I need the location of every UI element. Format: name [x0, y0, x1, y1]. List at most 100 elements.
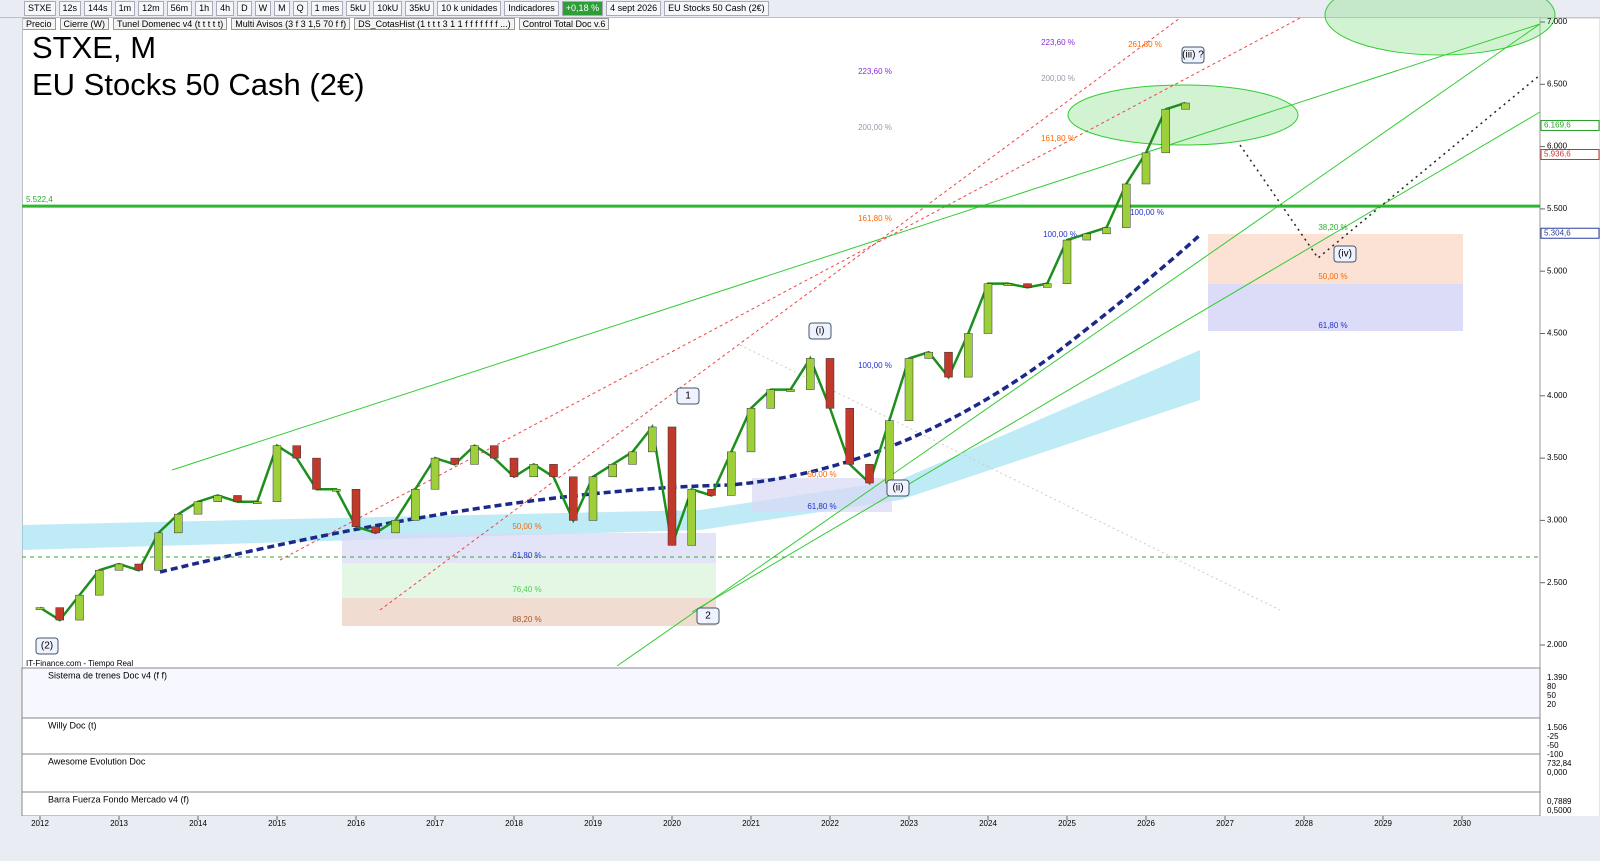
candle [490, 445, 499, 459]
toolbar-button[interactable]: 35kU [405, 1, 435, 16]
candle [1141, 152, 1151, 185]
indicator-tag[interactable]: Tunel Domenec v4 (t t t t t) [113, 18, 228, 30]
candle [608, 464, 617, 478]
x-tick-label: 2030 [1453, 819, 1471, 828]
fib-label: 100,00 % [1130, 208, 1164, 217]
indicator-tag[interactable]: Control Total Doc v.6 [518, 18, 610, 30]
y-tick-label: 2.500 [1547, 578, 1568, 587]
trend-line [691, 111, 1541, 613]
candle [213, 495, 222, 502]
candle [904, 358, 914, 421]
fib-label: 50,00 % [512, 522, 541, 531]
target-ellipse [1324, 0, 1556, 56]
price-tag-label: 6.169,6 [1544, 121, 1571, 130]
panel-axis-label: 20 [1547, 700, 1556, 709]
candle [806, 358, 815, 390]
toolbar-button[interactable]: M [274, 1, 290, 16]
toolbar-button[interactable]: STXE [24, 1, 56, 16]
wave-box [808, 322, 832, 340]
candle [35, 607, 45, 610]
candle [687, 489, 696, 546]
panel [21, 717, 1541, 755]
candle [174, 513, 183, 534]
toolbar-button[interactable]: 1m [114, 1, 136, 16]
toolbar-button[interactable]: Q [292, 1, 308, 16]
indicator-tag[interactable]: Multi Avisos (3 f 3 1,5 70 f f) [231, 18, 351, 30]
toolbar-button[interactable]: Indicadores [504, 1, 559, 16]
toolbar-button[interactable]: D [237, 1, 252, 16]
fib-label: 50,00 % [807, 470, 836, 479]
candle [588, 476, 598, 521]
x-tick-label: 2014 [189, 819, 207, 828]
panel-title: Barra Fuerza Fondo Mercado v4 (f) [48, 794, 189, 804]
candle [1102, 227, 1111, 235]
candle [549, 464, 558, 478]
indicator-tag[interactable]: DS_CotasHist (1 t t t 3 1 1 f f f f f f … [354, 18, 515, 30]
panel [21, 791, 1541, 817]
toolbar-button[interactable]: 10kU [373, 1, 403, 16]
candle [154, 532, 163, 571]
candle [746, 408, 756, 453]
panel-axis-label: 0,000 [1547, 768, 1568, 777]
toolbar-button[interactable]: 144s [84, 1, 112, 16]
candle [825, 358, 835, 409]
candle [944, 351, 953, 378]
price-tag [1540, 148, 1600, 160]
candle [470, 445, 479, 465]
toolbar-button[interactable]: 10 k unidades [437, 1, 502, 16]
toolbar-button[interactable]: 12m [138, 1, 164, 16]
wave-label: 1 [685, 391, 691, 402]
toolbar-button[interactable]: 56m [166, 1, 193, 16]
candle [766, 389, 775, 409]
candle [509, 457, 519, 478]
panel-axis-label: 1.506 [1547, 723, 1568, 732]
fib-label: 50,00 % [1318, 272, 1347, 281]
chart-subtitle: EU Stocks 50 Cash (2€) [32, 67, 365, 102]
toolbar-button[interactable]: 4 sept 2026 [606, 1, 662, 16]
candle [95, 569, 104, 596]
price-tag [1540, 227, 1600, 239]
toolbar-button[interactable]: W [254, 1, 272, 16]
fib-label: 38,20 % [1318, 223, 1347, 232]
chart-title: STXE, M [32, 30, 156, 65]
fib-label: 61,80 % [807, 502, 836, 511]
x-tick-label: 2013 [110, 819, 128, 828]
toolbar-button[interactable]: 4h [216, 1, 235, 16]
wave-box [676, 387, 700, 405]
panel-title: Willy Doc (t) [48, 720, 97, 730]
toolbar-button[interactable]: EU Stocks 50 Cash (2€) [664, 1, 769, 16]
cloud-band [22, 350, 1200, 550]
fib-label: 100,00 % [1043, 230, 1077, 239]
trend-line [171, 23, 1541, 471]
toolbar-button[interactable]: 12s [58, 1, 82, 16]
y-tick-label: 5.500 [1547, 204, 1568, 213]
wave-label: (i) [816, 326, 825, 337]
candle [983, 283, 993, 334]
toolbar-button[interactable]: +0,18 % [561, 1, 604, 16]
toolbar-button[interactable]: 1 mes [310, 1, 344, 16]
candle [1023, 283, 1032, 288]
panel-title: Sistema de trenes Doc v4 (f f) [48, 670, 167, 680]
candle [727, 451, 736, 496]
wave-box [886, 479, 910, 497]
candle [885, 420, 894, 484]
x-tick-label: 2025 [1058, 819, 1076, 828]
x-tick-label: 2018 [505, 819, 523, 828]
fib-label: 76,40 % [512, 585, 541, 594]
wave-box [35, 637, 59, 655]
price-tag-label: 5.936,6 [1544, 150, 1571, 159]
toolbar-button[interactable]: 5kU [346, 1, 371, 16]
fib-label: 61,80 % [1318, 321, 1347, 330]
panel [21, 667, 1541, 719]
panel-axis-label: 50 [1547, 691, 1556, 700]
tool-strip [0, 18, 23, 861]
candle [667, 426, 677, 546]
fib-label: 200,00 % [1041, 74, 1075, 83]
y-tick-label: 6.500 [1547, 79, 1568, 88]
candle [75, 594, 84, 621]
y-tick-label: 3.000 [1547, 516, 1568, 525]
toolbar-button[interactable]: 1h [195, 1, 214, 16]
indicator-tag[interactable]: Cierre (W) [59, 18, 110, 30]
candle [628, 451, 637, 465]
x-tick-label: 2019 [584, 819, 602, 828]
